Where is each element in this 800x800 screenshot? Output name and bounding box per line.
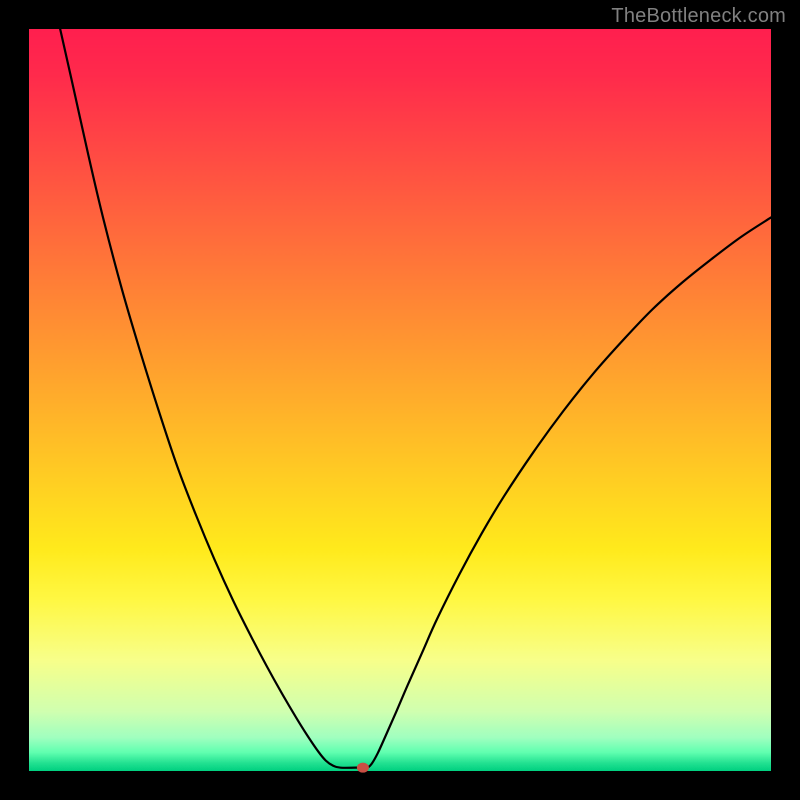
chart-overlay: [29, 29, 771, 771]
plot-area: [29, 29, 771, 771]
bottleneck-marker: [357, 763, 369, 773]
watermark-text: TheBottleneck.com: [611, 5, 786, 28]
bottleneck-curve: [60, 29, 771, 768]
